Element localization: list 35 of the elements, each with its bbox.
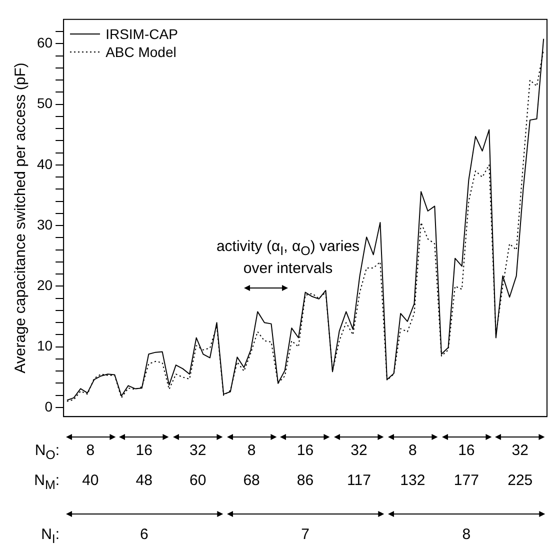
text: 32 <box>510 442 530 459</box>
y-tick-label: 50 <box>36 95 53 112</box>
y-tick-label: 60 <box>36 34 53 51</box>
text: 68 <box>242 472 261 489</box>
text: 177 <box>452 472 480 489</box>
text: 48 <box>134 472 154 489</box>
text: 16 <box>457 442 476 459</box>
text: 86 <box>296 472 315 489</box>
text: 7 <box>300 526 310 543</box>
text: 6 <box>138 526 150 543</box>
legend-label: ABC Model <box>106 43 176 62</box>
y-tick-label: 20 <box>36 277 53 294</box>
y-axis-title: Average capacitance switched per access (pF) <box>12 62 30 374</box>
text: 117 <box>346 472 372 489</box>
text: 225 <box>506 472 534 489</box>
text: 32 <box>188 442 208 459</box>
text: N$_{I}$: <box>40 526 60 544</box>
text: 16 <box>134 442 154 459</box>
y-tick-label: 10 <box>36 338 53 354</box>
text: 32 <box>350 442 368 459</box>
text: N$_{O}$: <box>34 442 60 462</box>
y-tick-label: 40 <box>36 156 53 172</box>
text: N$_{M}$: <box>33 472 60 492</box>
y-tick-label: 30 <box>36 216 53 232</box>
annotation: activity (α$_{I}$, α$_{O}$) varies over intervals <box>215 238 361 278</box>
text: 8 <box>85 442 96 459</box>
legend-label: IRSIM-CAP <box>106 25 178 44</box>
y-tick-label: 0 <box>44 398 53 414</box>
text: 16 <box>296 442 315 459</box>
text: 60 <box>188 472 208 489</box>
text: 8 <box>408 442 418 459</box>
text: 8 <box>246 442 257 459</box>
text: 8 <box>461 526 472 543</box>
text: 132 <box>399 472 426 489</box>
text: 40 <box>81 472 100 489</box>
